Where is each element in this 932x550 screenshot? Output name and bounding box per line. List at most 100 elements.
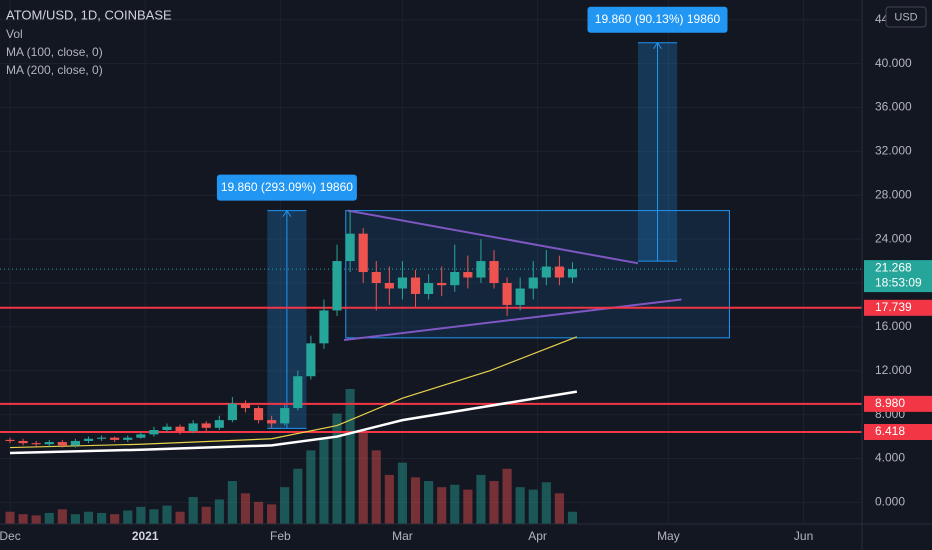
level-price-label-bg [864, 423, 932, 440]
volume-bar [306, 450, 316, 524]
candle-body [123, 437, 133, 440]
currency-badge[interactable] [885, 6, 927, 28]
volume-bar [240, 493, 251, 524]
candle-body [188, 423, 198, 432]
candle-body [567, 269, 578, 278]
countdown: 18:53:09 [875, 275, 922, 289]
candle-body [371, 272, 381, 284]
y-tick-label: 36.000 [875, 100, 912, 114]
level-price-label: 17.739 [875, 300, 912, 314]
candle-body [554, 266, 564, 278]
candle-body [44, 442, 54, 445]
ma-line [9, 390, 578, 455]
candle-body [541, 266, 551, 278]
x-tick-label: Jun [794, 529, 813, 543]
legend-entry: MA (200, close, 0) [6, 63, 103, 77]
candle-body [410, 277, 421, 294]
volume-bar [97, 512, 107, 524]
volume-bar [136, 506, 146, 524]
candle-body [214, 420, 224, 428]
volume-bar [528, 489, 538, 524]
volume [5, 389, 578, 524]
volume-bar [162, 505, 172, 524]
y-tick-label: 12.000 [875, 363, 912, 377]
x-tick-label: May [657, 529, 680, 543]
last-price-label: 21.268 [875, 260, 912, 274]
candle-body [332, 261, 342, 311]
measure-label: 19.860 (293.09%) 19860 [221, 180, 353, 194]
volume-bar [502, 468, 512, 524]
last-price-label-bg [864, 260, 932, 293]
candle-body [515, 288, 525, 305]
candle-body [175, 426, 185, 432]
candle-body [83, 438, 94, 441]
volume-bar [149, 509, 159, 524]
candle-body [489, 261, 499, 284]
candle-body [162, 426, 172, 430]
volume-bar [70, 514, 81, 524]
volume-bar [188, 497, 198, 524]
volume-bar [397, 462, 408, 524]
volume-bar [450, 484, 460, 524]
volume-bar [358, 431, 368, 524]
plot [5, 210, 578, 455]
level-price-label: 8.980 [875, 396, 905, 410]
measure-arrowhead [282, 209, 292, 217]
level-price-label: 6.418 [875, 424, 905, 438]
grid [0, 0, 862, 524]
axes: 0.0004.0008.00012.00016.00020.00024.0002… [0, 12, 932, 543]
candle-body [437, 283, 447, 286]
candle-body [397, 277, 408, 289]
candle-body [463, 272, 473, 278]
candle-body [57, 442, 67, 446]
x-tick-label: Feb [270, 529, 291, 543]
candle-body [267, 420, 277, 424]
volume-bar [57, 509, 67, 524]
volume-bar [567, 511, 578, 524]
volume-bar [476, 474, 486, 524]
candle-body [149, 429, 159, 435]
volume-bar [554, 493, 564, 524]
candle-body [70, 440, 81, 446]
y-tick-label: 4.000 [875, 451, 905, 465]
volume-bar [31, 515, 41, 524]
volume-bar [214, 499, 224, 524]
candle-body [97, 437, 107, 439]
volume-bar [384, 474, 394, 524]
volume-bar [332, 413, 342, 524]
measure-arrowhead [653, 41, 662, 50]
volume-bar [110, 514, 120, 524]
legend-entry: MA (100, close, 0) [6, 45, 103, 59]
volume-bar [293, 468, 303, 524]
volume-bar [18, 514, 28, 524]
y-tick-label: 24.000 [875, 231, 912, 245]
drawings: 19.860 (293.09%) 19860 19.860 (90.13%) 19… [0, 6, 862, 433]
candle-body [319, 310, 329, 344]
trend-line [343, 298, 682, 342]
candle-body [110, 437, 120, 440]
volume-bar [489, 481, 499, 524]
candle-body [201, 423, 211, 428]
volume-bar [345, 389, 355, 524]
volume-bar [515, 487, 525, 524]
volume-bar [227, 481, 237, 524]
candle-body [450, 272, 460, 286]
volume-bar [123, 510, 133, 524]
x-tick-label: Dec [0, 529, 21, 543]
candle-body [227, 403, 237, 421]
indicator-label: Vol [6, 27, 23, 41]
y-tick-label: 28.000 [875, 187, 912, 201]
candle-body [358, 233, 368, 273]
legend: ATOM/USD, 1D, COINBASE Vol MA (100, close… [6, 7, 172, 77]
candle-body [476, 261, 486, 278]
candle-body [31, 443, 41, 445]
x-tick-label: Mar [392, 529, 413, 543]
candle-body [306, 343, 316, 377]
candle-body [424, 283, 434, 294]
candle-body [528, 277, 538, 289]
volume-bar [410, 477, 421, 524]
candle-body [502, 283, 512, 305]
y-tick-label: 32.000 [875, 144, 912, 158]
